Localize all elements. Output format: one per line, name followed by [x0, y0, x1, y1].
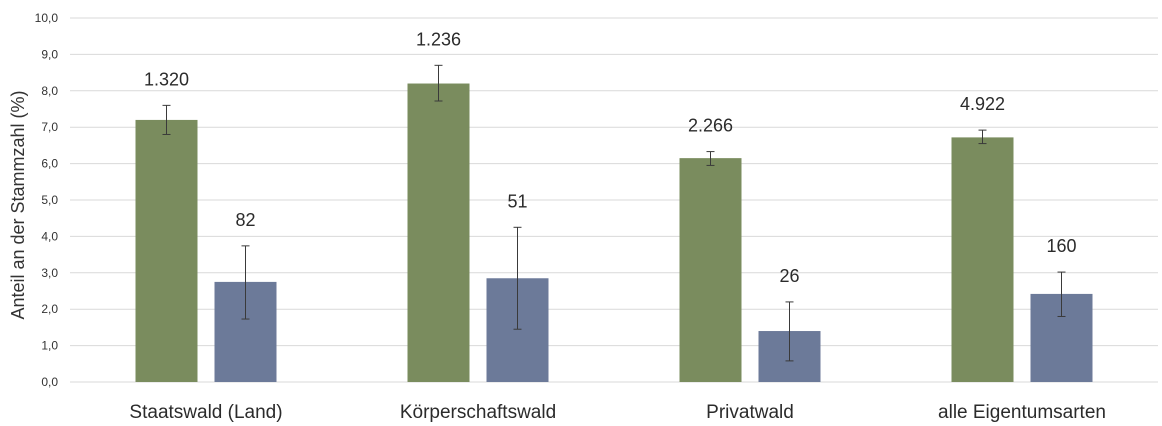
y-tick-label: 9,0 [41, 47, 58, 61]
y-axis-title: Anteil an der Stammzahl (%) [8, 90, 28, 319]
data-label: 160 [1046, 236, 1076, 256]
bar [135, 119, 198, 383]
y-tick-label: 6,0 [41, 157, 58, 171]
bars [135, 83, 1093, 383]
y-tick-label: 10,0 [35, 11, 59, 25]
data-label: 4.922 [960, 94, 1005, 114]
x-axis-labels: Staatswald (Land) Körperschaftswald Privat… [129, 402, 1106, 423]
data-label: 1.236 [416, 29, 461, 49]
data-label: 1.320 [144, 69, 189, 89]
bar [951, 137, 1014, 382]
y-tick-label: 3,0 [41, 266, 58, 280]
y-tick-label: 0,0 [41, 375, 58, 389]
y-tick-label: 2,0 [41, 302, 58, 316]
x-category-label: Körperschaftswald [400, 402, 556, 423]
data-labels: 1.320 82 1.236 51 2.266 26 4.922 160 [144, 29, 1077, 286]
data-label: 51 [507, 191, 527, 211]
x-category-label: Privatwald [706, 402, 794, 423]
y-tick-label: 4,0 [41, 229, 58, 243]
bar [407, 83, 470, 383]
x-category-label: alle Eigentumsarten [938, 402, 1106, 423]
y-tick-label: 1,0 [41, 339, 58, 353]
bar [679, 158, 742, 382]
x-category-label: Staatswald (Land) [129, 402, 282, 423]
y-tick-label: 8,0 [41, 84, 58, 98]
y-axis-ticks: 0,0 1,0 2,0 3,0 4,0 5,0 6,0 7,0 8,0 9,0 10,0 [35, 11, 59, 389]
data-label: 2.266 [688, 116, 733, 136]
y-tick-label: 5,0 [41, 193, 58, 207]
y-tick-label: 7,0 [41, 120, 58, 134]
data-label: 26 [779, 266, 799, 286]
data-label: 82 [235, 210, 255, 230]
error-bars [162, 64, 1066, 362]
